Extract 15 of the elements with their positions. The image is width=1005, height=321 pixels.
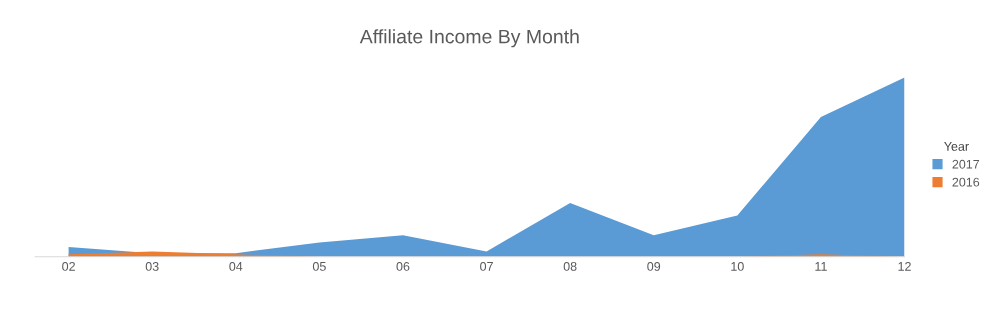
x-tick-label: 09: [647, 261, 661, 271]
x-tick-label: 04: [229, 261, 243, 271]
chart-title: Affiliate Income By Month: [359, 29, 579, 48]
x-tick-label: 06: [396, 261, 410, 271]
x-tick-label: 12: [898, 261, 911, 271]
x-tick-label: 07: [480, 261, 493, 271]
x-tick-label: 10: [731, 261, 744, 271]
x-tick-label: 02: [62, 261, 75, 271]
x-tick-label: 03: [145, 261, 159, 271]
x-tick-label: 11: [815, 262, 827, 271]
x-tick-label: 05: [312, 261, 326, 271]
legend-label: 2017: [952, 159, 980, 169]
legend-label: 2016: [952, 177, 980, 187]
x-tick-label: 08: [563, 261, 577, 271]
legend-title: Year: [944, 142, 969, 151]
